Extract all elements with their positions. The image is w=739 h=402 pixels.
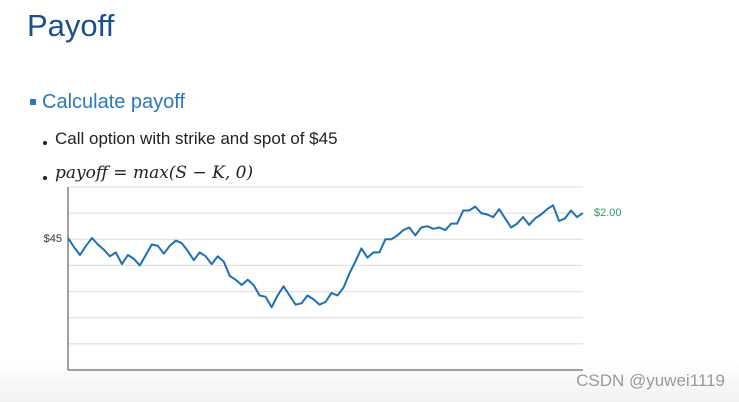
sub-bullet: Call option with strike and spot of $45 xyxy=(55,129,338,148)
bullet-dot xyxy=(43,176,47,180)
bullet-dot xyxy=(43,141,47,145)
bullet: Calculate payoff xyxy=(42,91,186,113)
y-tick-label: $45 xyxy=(44,233,62,245)
watermark: CSDN @yuwei1119 xyxy=(576,371,725,390)
payoff-label: $2.00 xyxy=(594,207,622,219)
bullet-square xyxy=(30,99,36,105)
price-line xyxy=(67,204,584,309)
formula: payoff = max(S − K, 0) xyxy=(55,163,254,183)
slide-title: Payoff xyxy=(27,8,115,43)
